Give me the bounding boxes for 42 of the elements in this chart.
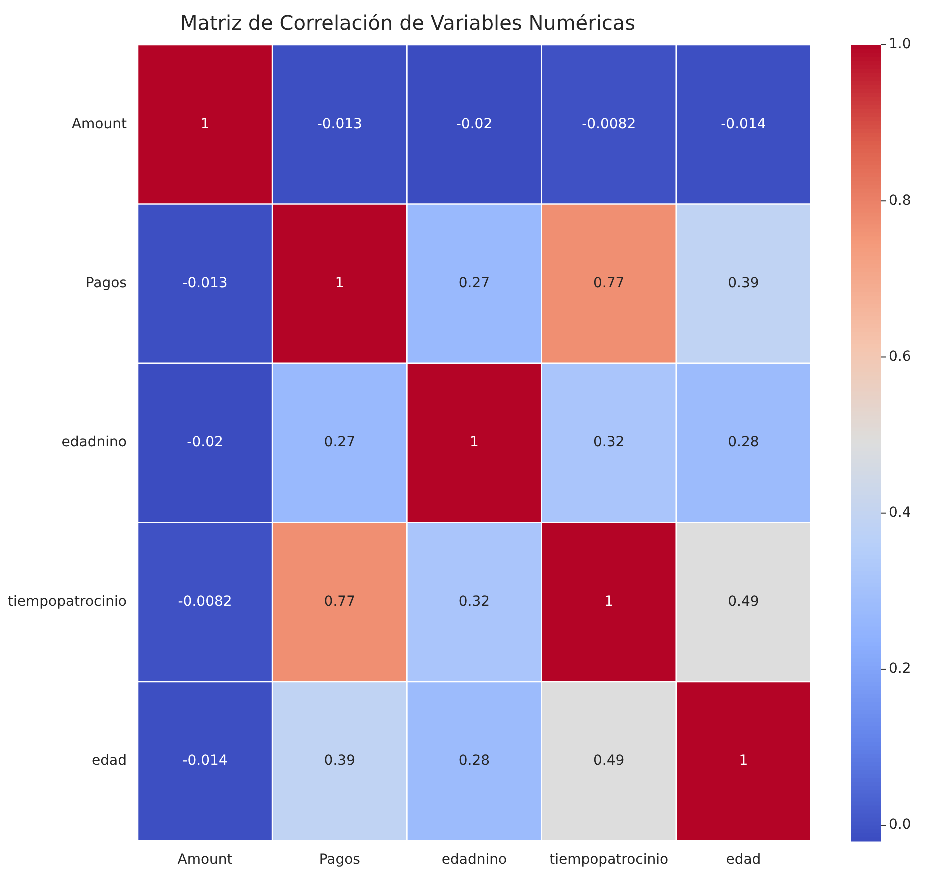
color-bar-label: 0.4 — [889, 504, 912, 521]
y-tick-label: edadnino — [62, 434, 127, 451]
data-label: 0.32 — [594, 434, 625, 451]
data-label: 1 — [739, 753, 748, 770]
x-tick-label: Amount — [178, 852, 234, 868]
data-label: 1 — [604, 594, 614, 610]
data-label: -0.0082 — [582, 116, 636, 132]
color-bar-label: 0.0 — [889, 817, 912, 834]
data-label: 0.27 — [324, 434, 356, 451]
data-label: 0.39 — [728, 276, 760, 292]
data-label: 1 — [335, 276, 344, 292]
data-label: 0.77 — [594, 276, 625, 292]
data-label: 0.28 — [458, 753, 490, 770]
color-bar-label: 0.6 — [889, 348, 912, 365]
data-label: -0.02 — [187, 434, 224, 451]
data-label: -0.0082 — [178, 594, 232, 610]
y-tick-label: Pagos — [86, 276, 127, 292]
data-label: 0.49 — [728, 594, 760, 610]
x-tick-label: Pagos — [319, 852, 360, 868]
data-label: 0.77 — [324, 594, 356, 610]
chart-title: Matriz de Correlación de Variables Numéricas — [180, 11, 636, 36]
data-label: -0.013 — [182, 276, 228, 292]
y-tick-label: Amount — [72, 116, 128, 132]
color-bar-label: 0.8 — [889, 192, 912, 209]
data-label: -0.014 — [721, 116, 766, 132]
data-label: 0.27 — [458, 276, 490, 292]
data-label: -0.02 — [456, 116, 493, 132]
data-label: 0.49 — [594, 753, 625, 770]
x-tick-label: edadnino — [442, 852, 508, 868]
x-tick-label: edad — [726, 852, 762, 868]
color-bar-label: 0.2 — [889, 661, 912, 678]
data-label: -0.013 — [317, 116, 362, 132]
y-tick-label: tiempopatrocinio — [8, 594, 127, 610]
y-tick-label: edad — [92, 753, 127, 770]
data-label: 1 — [470, 434, 479, 451]
data-label: -0.014 — [182, 753, 228, 770]
x-tick-label: tiempopatrocinio — [550, 852, 669, 868]
data-label: 0.32 — [458, 594, 490, 610]
data-label: 0.39 — [324, 753, 356, 770]
data-label: 1 — [200, 116, 210, 132]
color-bar-label: 1.0 — [889, 36, 912, 53]
data-label: 0.28 — [728, 434, 760, 451]
